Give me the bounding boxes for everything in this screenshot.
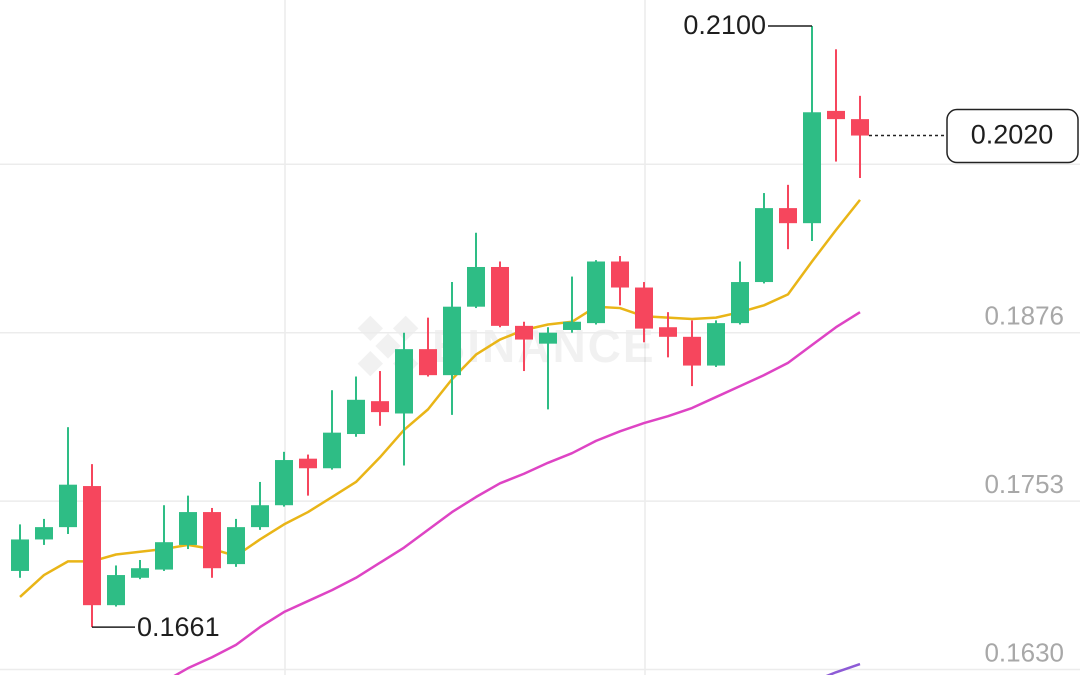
candle-body (347, 399, 365, 435)
candle-body (635, 287, 653, 329)
candle-body (491, 266, 509, 326)
candle-body (419, 349, 437, 376)
candle-body (851, 119, 869, 136)
candle-body (131, 568, 149, 578)
candle-body (443, 306, 461, 376)
candle-body (515, 325, 533, 340)
candle-body (731, 282, 749, 324)
candle-body (683, 336, 701, 366)
candle-body (611, 261, 629, 288)
candle-body (59, 484, 77, 528)
y-tick-label: 0.1630 (984, 637, 1064, 667)
candle-body (659, 327, 677, 337)
candle-body (395, 349, 413, 414)
plot-area (11, 26, 869, 675)
candle-body (35, 527, 53, 540)
candle-body (83, 486, 101, 606)
candle-body (803, 112, 821, 224)
candle-body (539, 332, 557, 344)
moving-average-line (825, 662, 861, 675)
y-tick-label: 0.1753 (984, 469, 1064, 499)
candle-body (323, 432, 341, 469)
candle-body (779, 208, 797, 224)
candle-body (371, 401, 389, 413)
candle-body (203, 512, 221, 569)
candle-body (179, 512, 197, 545)
y-tick-label: 0.1876 (984, 301, 1064, 331)
candle-body (155, 542, 173, 570)
candle-body (563, 321, 581, 330)
candle-body (299, 458, 317, 469)
candle-body (755, 208, 773, 283)
min-label: 0.1661 (137, 612, 220, 642)
candle-body (227, 527, 245, 565)
candle-body (11, 539, 29, 571)
max-label: 0.2100 (683, 10, 766, 40)
overlay: 0.2100 0.1661 0.2020 (92, 10, 1079, 642)
last-price-box (946, 108, 1079, 164)
candle-body (251, 505, 269, 528)
moving-average-line (173, 311, 861, 675)
last-price-label: 0.2020 (971, 120, 1054, 150)
candle-body (467, 266, 485, 307)
candle-body (707, 323, 725, 366)
candle-body (587, 261, 605, 324)
candle-body (827, 110, 845, 120)
candle-body (275, 460, 293, 506)
candle-body (107, 575, 125, 606)
